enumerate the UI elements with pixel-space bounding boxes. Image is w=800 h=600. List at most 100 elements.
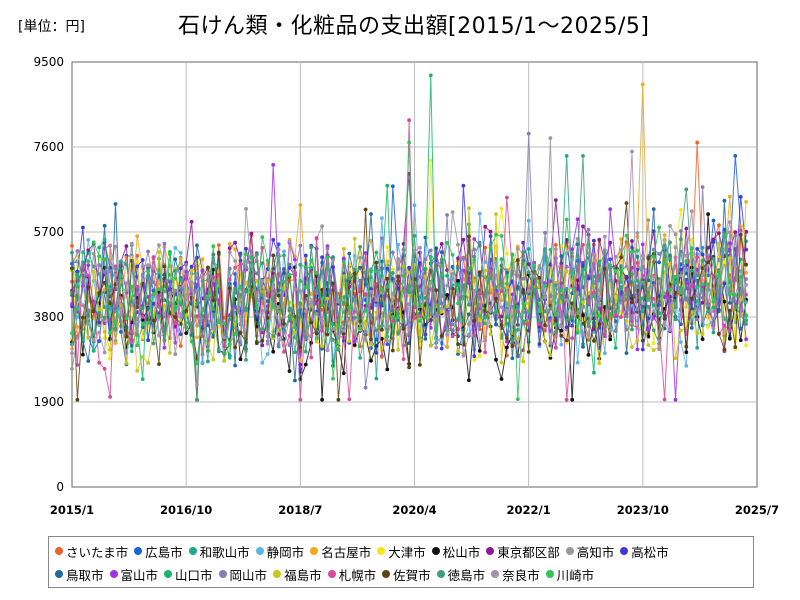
data-point xyxy=(727,328,732,333)
legend: さいたま市 広島市 和歌山市 静岡市 名古屋市 大津市 松山市 東京都区部 高知市 高松市 鳥取市… xyxy=(48,536,754,588)
data-point xyxy=(477,318,482,323)
line-chart: 0 1900 3800 5700 7600 9500 2015/1 2016/10 2018/… xyxy=(33,55,779,517)
data-point xyxy=(608,334,613,339)
data-point xyxy=(265,293,270,298)
data-point xyxy=(608,257,613,262)
data-point xyxy=(575,242,580,247)
data-point xyxy=(113,244,118,249)
data-point xyxy=(445,240,449,245)
data-point xyxy=(86,248,91,253)
data-point xyxy=(157,314,161,318)
data-point xyxy=(135,264,140,269)
data-point xyxy=(358,300,362,304)
data-point xyxy=(168,252,172,257)
data-point xyxy=(412,302,417,306)
data-point xyxy=(75,275,80,280)
legend-label: さいたま市 xyxy=(66,544,129,560)
y-tick-label: 5700 xyxy=(33,225,64,239)
data-point xyxy=(363,321,368,325)
data-point xyxy=(211,244,216,249)
data-point xyxy=(341,328,346,333)
data-point xyxy=(314,331,319,336)
legend-item: 広島市 xyxy=(134,542,183,561)
data-point xyxy=(673,232,678,237)
data-point xyxy=(700,282,705,286)
data-point xyxy=(706,325,710,329)
data-point xyxy=(129,241,134,246)
data-point xyxy=(157,243,161,248)
data-point xyxy=(374,328,379,333)
data-point xyxy=(526,309,531,314)
data-point xyxy=(195,314,199,319)
data-point xyxy=(363,207,368,212)
data-point xyxy=(135,284,140,289)
data-point xyxy=(91,309,96,314)
data-point xyxy=(689,209,694,214)
data-point xyxy=(428,255,433,260)
data-point xyxy=(135,343,140,348)
data-point xyxy=(113,341,118,345)
data-point xyxy=(86,336,91,340)
data-point xyxy=(195,382,199,387)
data-point xyxy=(238,321,243,326)
data-point xyxy=(276,309,281,314)
data-point xyxy=(282,321,286,326)
data-point xyxy=(510,338,515,343)
data-point xyxy=(184,274,189,278)
data-point xyxy=(586,300,591,305)
data-point xyxy=(418,274,422,279)
data-point xyxy=(97,360,102,365)
data-point xyxy=(265,278,270,283)
data-point xyxy=(494,285,498,289)
data-point xyxy=(624,264,629,269)
data-point xyxy=(260,360,265,365)
data-point xyxy=(385,367,390,372)
data-point xyxy=(526,350,531,354)
data-point xyxy=(553,345,558,350)
data-point xyxy=(722,260,727,264)
legend-item: 川崎市 xyxy=(545,565,594,584)
data-point xyxy=(521,301,526,306)
data-point xyxy=(586,242,591,247)
data-point xyxy=(738,327,743,331)
data-point xyxy=(352,339,357,344)
data-point xyxy=(151,318,156,323)
data-point xyxy=(602,351,607,356)
data-point xyxy=(532,287,536,292)
data-point xyxy=(363,308,368,313)
data-point xyxy=(102,350,107,355)
data-point xyxy=(244,207,248,211)
data-point xyxy=(727,241,732,246)
data-point xyxy=(439,346,444,351)
data-point xyxy=(624,327,629,332)
legend-label: 高松市 xyxy=(631,544,669,560)
data-point xyxy=(526,270,531,275)
data-point xyxy=(592,339,596,343)
legend-marker-icon xyxy=(55,547,63,555)
data-point xyxy=(472,288,477,293)
data-point xyxy=(592,311,596,316)
data-point xyxy=(358,286,362,291)
data-point xyxy=(195,255,199,260)
data-point xyxy=(244,358,248,362)
data-point xyxy=(521,276,526,281)
data-point xyxy=(651,254,656,259)
data-point xyxy=(238,251,243,256)
data-point xyxy=(711,326,716,331)
data-point xyxy=(124,316,129,321)
data-point xyxy=(537,275,542,280)
data-point xyxy=(102,223,107,228)
data-point xyxy=(380,216,384,221)
data-point xyxy=(586,227,591,232)
data-point xyxy=(744,229,748,234)
data-point xyxy=(510,356,515,361)
data-point xyxy=(483,268,488,273)
data-point xyxy=(494,273,498,278)
data-point xyxy=(640,347,645,352)
data-point xyxy=(75,249,80,253)
data-point xyxy=(135,368,140,373)
data-point xyxy=(206,349,210,353)
data-point xyxy=(238,342,243,347)
y-tick-label: 7600 xyxy=(33,140,64,154)
data-point xyxy=(689,246,694,251)
